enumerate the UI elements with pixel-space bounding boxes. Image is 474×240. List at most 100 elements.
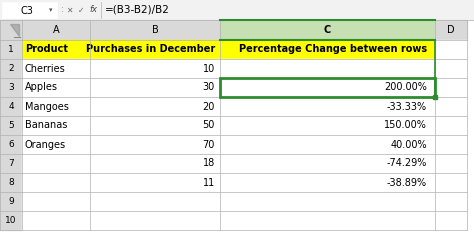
Bar [0,40,22,59]
Bar [435,192,467,211]
Bar [220,135,435,154]
Text: A: A [53,25,59,35]
Bar [433,95,437,99]
Text: 40.00%: 40.00% [391,139,427,150]
Bar [0,154,22,173]
Text: 5: 5 [8,121,14,130]
Text: 6: 6 [8,140,14,149]
Bar [22,59,90,78]
Bar [220,20,435,40]
Bar [90,20,220,40]
Text: 2: 2 [8,64,14,73]
Bar [0,20,22,40]
Bar [90,211,220,230]
Bar [435,59,467,78]
Bar [220,173,435,192]
Text: 50: 50 [202,120,215,131]
Bar [220,154,435,173]
Text: :: : [61,6,64,14]
Text: 1: 1 [8,45,14,54]
Text: ✓: ✓ [78,6,84,14]
Bar [220,59,435,78]
Bar [0,0,474,20]
Bar [90,154,220,173]
Bar [90,173,220,192]
Text: 10: 10 [203,64,215,73]
Bar [435,78,467,97]
Text: 11: 11 [203,178,215,187]
Text: 18: 18 [203,158,215,168]
Text: -38.89%: -38.89% [387,178,427,187]
Bar [22,78,90,97]
Text: 7: 7 [8,159,14,168]
Bar [22,135,90,154]
Text: 9: 9 [8,197,14,206]
Text: 30: 30 [203,83,215,92]
Bar [220,78,435,97]
Text: C3: C3 [20,6,33,16]
Bar [435,135,467,154]
Bar [2,2,57,18]
Bar [90,59,220,78]
Bar [0,59,22,78]
Text: Product: Product [25,44,68,54]
Bar [0,211,22,230]
Text: 70: 70 [202,139,215,150]
Text: Purchases in December: Purchases in December [86,44,215,54]
Bar [220,97,435,116]
Text: =(B3-B2)/B2: =(B3-B2)/B2 [105,5,170,15]
Bar [22,154,90,173]
Text: 3: 3 [8,83,14,92]
Bar [220,78,435,97]
Bar [0,116,22,135]
Bar [220,192,435,211]
Text: -74.29%: -74.29% [387,158,427,168]
Text: fx: fx [89,6,97,14]
Bar [22,211,90,230]
Bar [22,97,90,116]
Text: ▾: ▾ [49,7,53,13]
Text: 10: 10 [5,216,17,225]
Bar [435,20,467,40]
Bar [90,192,220,211]
Bar [90,78,220,97]
Bar [90,135,220,154]
Text: 20: 20 [202,102,215,112]
Bar [435,173,467,192]
Text: -33.33%: -33.33% [387,102,427,112]
Bar [435,97,467,116]
Bar [22,116,90,135]
Bar [435,116,467,135]
Bar [220,40,435,59]
Bar [0,192,22,211]
Bar [90,40,220,59]
Text: Mangoes: Mangoes [25,102,69,112]
Bar [22,40,90,59]
Bar [435,154,467,173]
Bar [90,97,220,116]
Text: Oranges: Oranges [25,139,66,150]
Bar [0,78,22,97]
Text: 150.00%: 150.00% [384,120,427,131]
Text: Apples: Apples [25,83,58,92]
Bar [22,20,90,40]
Text: B: B [152,25,158,35]
Text: 8: 8 [8,178,14,187]
Bar [0,97,22,116]
Text: 200.00%: 200.00% [384,83,427,92]
Bar [22,173,90,192]
Bar [220,116,435,135]
Text: 4: 4 [8,102,14,111]
Text: D: D [447,25,455,35]
Bar [0,135,22,154]
Bar [90,116,220,135]
Bar [220,211,435,230]
Bar [0,173,22,192]
Text: Cherries: Cherries [25,64,66,73]
Polygon shape [10,24,19,36]
Text: ✕: ✕ [66,6,72,14]
Bar [435,211,467,230]
Bar [22,192,90,211]
Text: Bananas: Bananas [25,120,67,131]
Text: Percentage Change between rows: Percentage Change between rows [239,44,427,54]
